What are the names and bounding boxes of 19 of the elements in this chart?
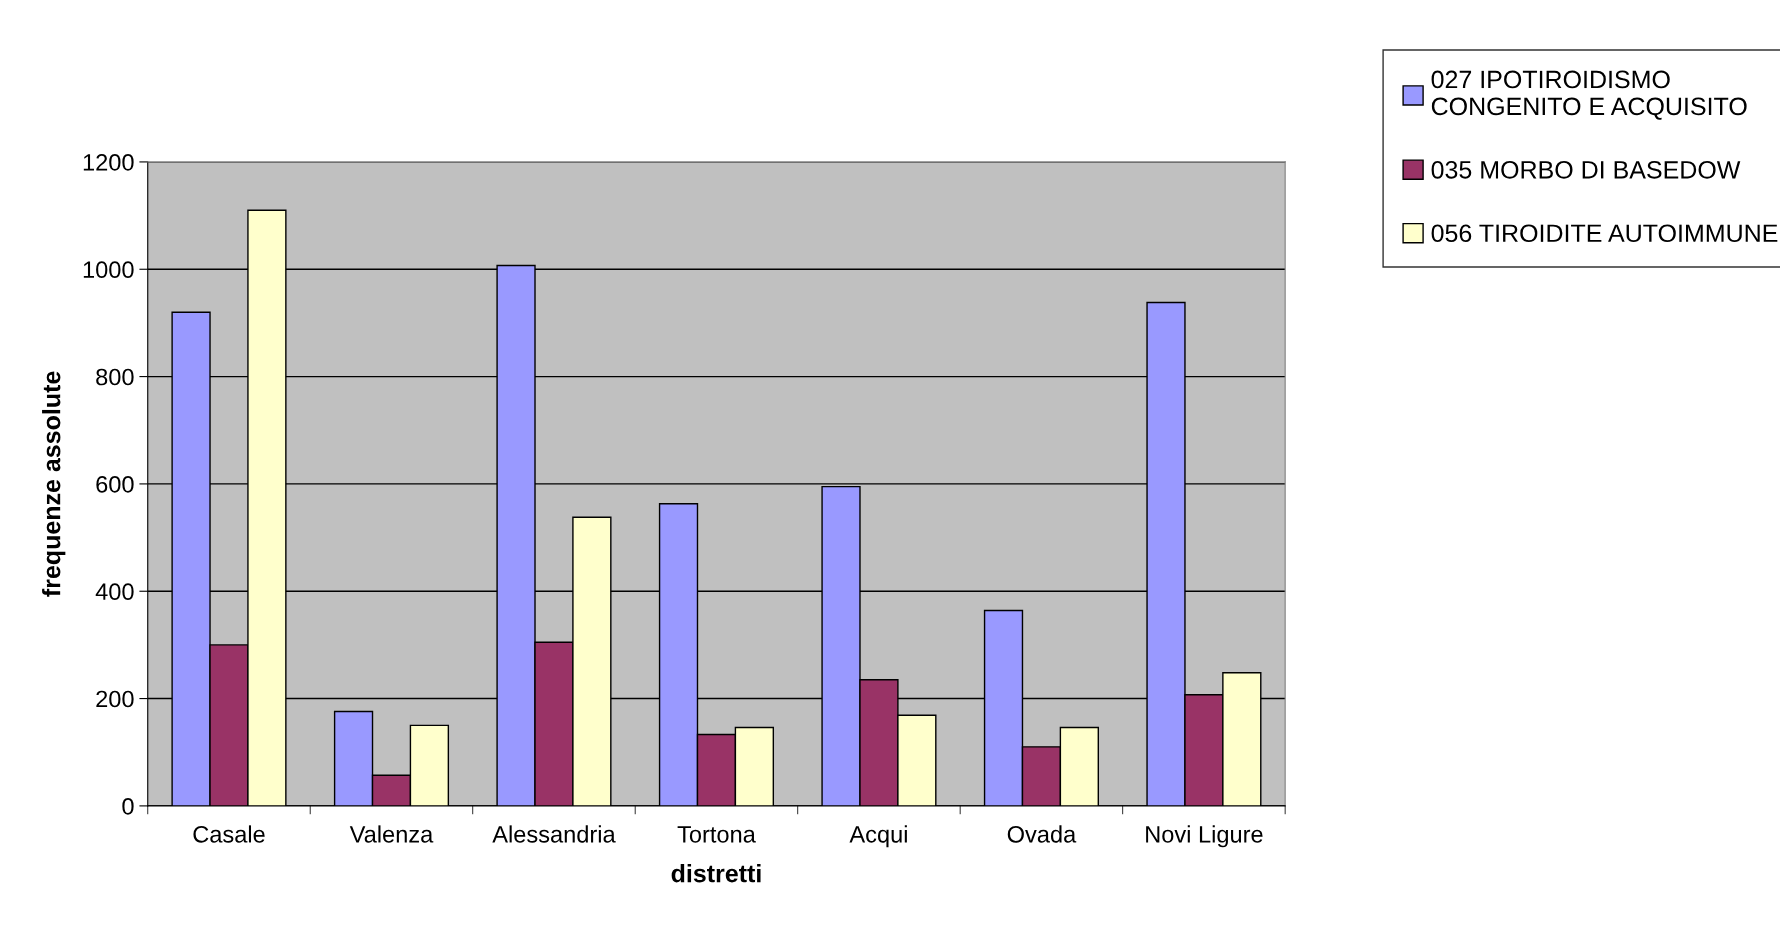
y-tick-label: 0 xyxy=(122,797,134,815)
y-axis-title: frequenze assolute xyxy=(42,371,66,597)
x-axis-title: distretti xyxy=(671,864,761,883)
y-tick-label: 1000 xyxy=(83,261,134,279)
y-tick-label: 1200 xyxy=(83,154,134,171)
x-tick-label: Tortona xyxy=(677,826,756,843)
legend-label: 027 IPOTIROIDISMO CONGENITO E ACQUISITO xyxy=(1431,70,1747,120)
y-tick-label: 200 xyxy=(96,690,134,708)
x-tick-label: Alessandria xyxy=(492,825,616,843)
y-tick-label: 800 xyxy=(96,368,134,386)
x-tick-label: Acqui xyxy=(849,825,907,848)
x-tick-label: Valenza xyxy=(349,825,434,843)
legend-label: 035 MORBO DI BASEDOW xyxy=(1431,160,1741,179)
x-tick-label: Novi Ligure xyxy=(1146,825,1263,848)
x-tick-label: Casale xyxy=(193,825,265,843)
y-tick-label: 600 xyxy=(96,475,134,493)
legend-label: 056 TIROIDITE AUTOIMMUNE xyxy=(1431,224,1778,243)
y-tick-label: 400 xyxy=(95,583,134,601)
x-tick-label: Ovada xyxy=(1007,825,1077,843)
